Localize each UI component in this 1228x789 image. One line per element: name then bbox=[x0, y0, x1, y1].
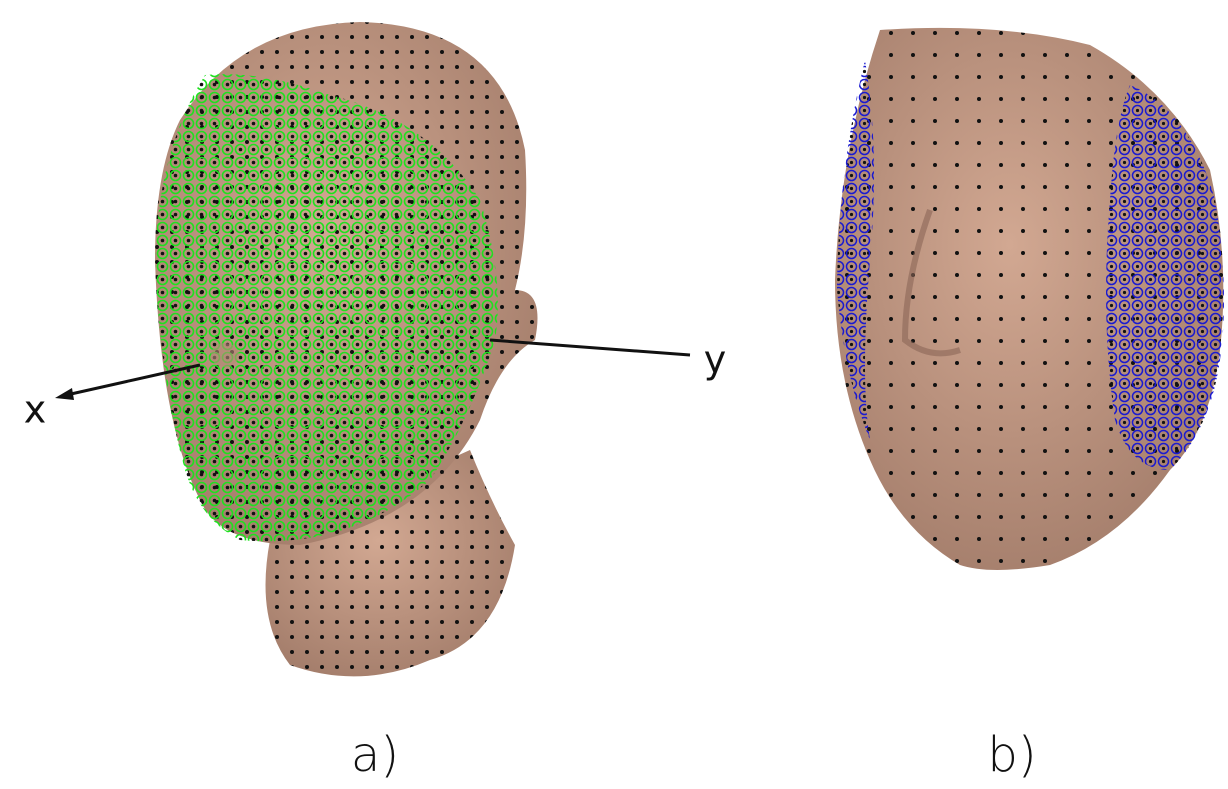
panel-label: b) bbox=[987, 727, 1036, 783]
head-a bbox=[155, 22, 538, 676]
y-axis-label: y bbox=[704, 338, 727, 382]
x-axis-label: x bbox=[24, 388, 47, 432]
panel-label: a) bbox=[351, 727, 399, 783]
figure: x y a) b) bbox=[0, 0, 1228, 789]
x-arrow bbox=[55, 388, 74, 400]
head-b bbox=[835, 28, 1224, 570]
